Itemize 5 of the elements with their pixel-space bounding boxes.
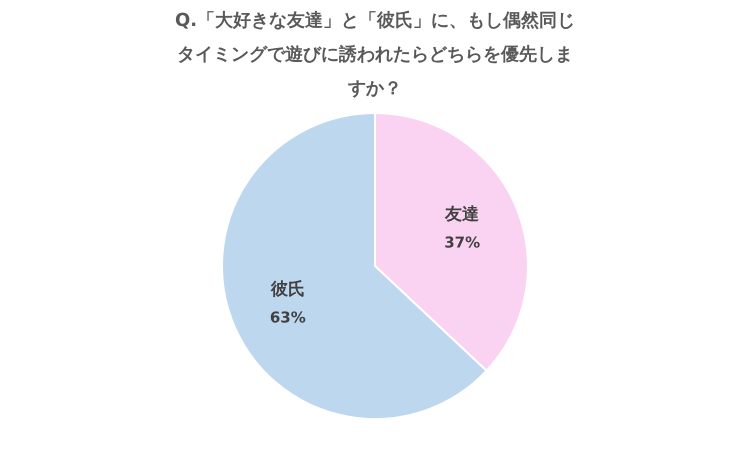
- slice-label: 彼氏: [270, 280, 305, 300]
- data-label: 37%: [444, 233, 480, 252]
- chart-title: Q.「大好きな友達」と「彼氏」に、もし偶然同じタイミングで遊びに誘われたらどちらを優先しますか？: [174, 10, 576, 99]
- slice-label: 友達: [444, 204, 480, 224]
- data-label: 63%: [270, 308, 306, 327]
